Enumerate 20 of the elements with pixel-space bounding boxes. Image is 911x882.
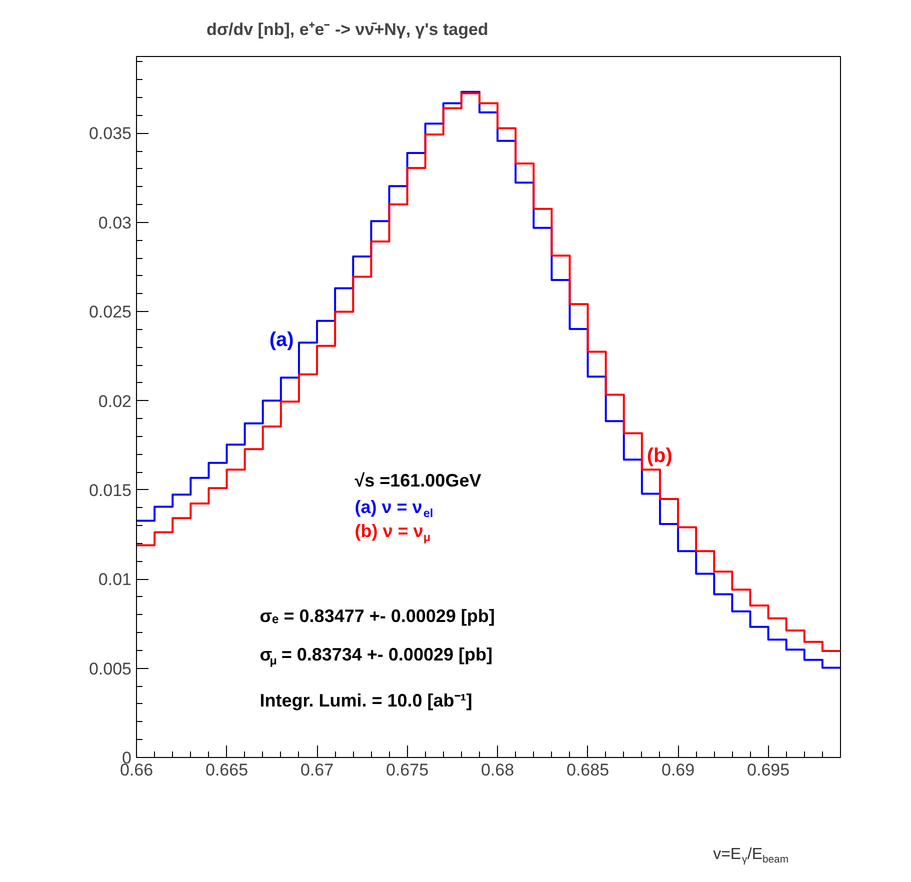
y-tick-label: 0.005: [88, 659, 132, 678]
x-tick-label: 0.69: [661, 760, 695, 780]
x-tick-label: 0.675: [386, 760, 429, 780]
annotation: √s =161.00GeV: [354, 470, 482, 491]
x-tick-label: 0.665: [205, 760, 248, 780]
y-tick-label: 0.01: [98, 570, 132, 590]
x-tick-label: 0.695: [747, 760, 790, 780]
annotation: Integr. Lumi. = 10.0 [ab⁻¹]: [260, 690, 472, 711]
y-tick-label: 0.035: [88, 124, 132, 144]
x-tick-label: 0.68: [480, 760, 514, 780]
y-tick-label: 0.015: [88, 480, 132, 500]
y-tick-label: 0.025: [88, 302, 132, 322]
y-tick-label: 0.02: [98, 392, 132, 411]
x-tick-label: 0.685: [566, 760, 610, 780]
chart-title: dσ/dv [nb], e⁺e⁻ -> νν̄+Nγ, γ's taged: [206, 20, 488, 39]
annotation: (b): [646, 445, 672, 468]
annotation: (a): [269, 329, 294, 352]
x-tick-label: 0.67: [300, 760, 334, 780]
annotation: σₑ = 0.83477 +- 0.00029 [pb]: [260, 606, 495, 626]
y-tick-label: 0.03: [98, 213, 132, 232]
